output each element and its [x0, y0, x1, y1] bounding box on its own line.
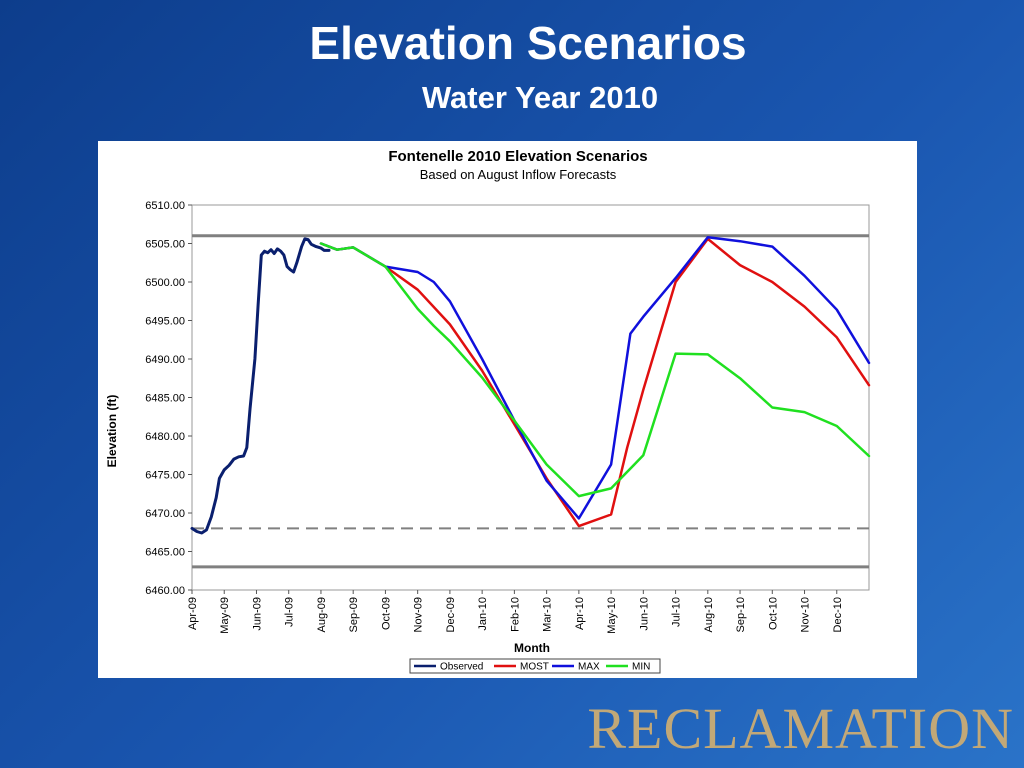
x-tick-label: Nov-10 [800, 597, 812, 632]
y-tick-label: 6460.00 [145, 585, 185, 597]
x-tick-label: Jun-09 [251, 597, 263, 631]
x-tick-label: May-09 [219, 597, 231, 634]
x-tick-label: Apr-10 [574, 597, 586, 630]
x-tick-label: Feb-10 [509, 597, 521, 632]
y-tick-label: 6475.00 [145, 470, 185, 482]
legend-label-max: MAX [578, 662, 600, 673]
x-tick-label: Jul-09 [284, 597, 296, 627]
x-tick-label: Aug-10 [703, 597, 715, 632]
x-tick-label: Mar-10 [542, 597, 554, 632]
x-tick-label: May-10 [606, 597, 618, 634]
chart-legend: Observed MOST MAX MIN [409, 658, 661, 674]
elevation-chart: Fontenelle 2010 Elevation Scenarios Base… [105, 148, 871, 674]
y-tick-label: 6500.00 [145, 277, 185, 289]
legend-label-min: MIN [632, 662, 650, 673]
slide-title: Elevation Scenarios [309, 17, 747, 69]
x-tick-label: Oct-10 [767, 597, 779, 630]
legend-box [409, 658, 661, 674]
x-axis-title: Month [514, 641, 550, 655]
x-tick-label: Sep-09 [348, 597, 360, 632]
y-tick-label: 6510.00 [145, 200, 185, 212]
x-tick-label: Dec-09 [445, 597, 457, 632]
y-axis-title: Elevation (ft) [105, 395, 119, 468]
y-tick-label: 6490.00 [145, 354, 185, 366]
y-tick-label: 6485.00 [145, 393, 185, 405]
series-line-observed [190, 237, 331, 535]
chart-panel: Fontenelle 2010 Elevation Scenarios Base… [98, 141, 917, 678]
x-tick-label: Sep-10 [735, 597, 747, 632]
series-line-min [319, 242, 871, 498]
x-tick-label: Aug-09 [316, 597, 328, 632]
x-tick-label: Dec-10 [832, 597, 844, 632]
x-tick-label: Jul-10 [671, 597, 683, 627]
x-tick-label: Jun-10 [638, 597, 650, 631]
series-line-max [319, 236, 871, 520]
series-line-most [319, 237, 871, 528]
x-tick-label: Nov-09 [413, 597, 425, 632]
legend-label-observed: Observed [440, 662, 483, 673]
chart-subtitle: Based on August Inflow Forecasts [420, 167, 617, 182]
y-tick-label: 6480.00 [145, 431, 185, 443]
y-tick-label: 6465.00 [145, 547, 185, 559]
x-tick-label: Jan-10 [477, 597, 489, 631]
reclamation-logo: RECLAMATION [587, 696, 1014, 761]
legend-label-most: MOST [520, 662, 549, 673]
plot-area [191, 204, 870, 591]
y-tick-label: 6470.00 [145, 508, 185, 520]
chart-title: Fontenelle 2010 Elevation Scenarios [388, 148, 647, 165]
y-tick-label: 6505.00 [145, 239, 185, 251]
slide-subtitle: Water Year 2010 [421, 80, 659, 115]
y-tick-label: 6495.00 [145, 316, 185, 328]
x-tick-label: Apr-09 [187, 597, 199, 630]
x-tick-label: Oct-09 [380, 597, 392, 630]
